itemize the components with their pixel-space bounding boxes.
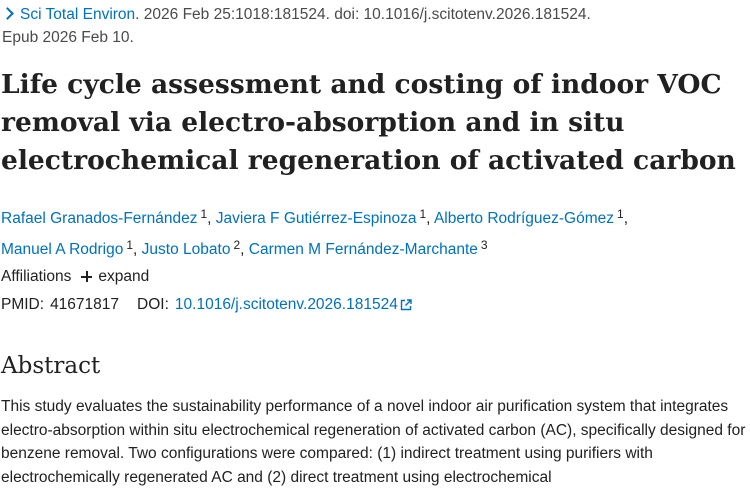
affiliation-number[interactable]: 3 xyxy=(480,238,488,252)
affiliation-number[interactable]: 1 xyxy=(200,207,208,221)
abstract-heading: Abstract xyxy=(1,353,101,379)
author-item: Javiera F Gutiérrez-Espinoza 1, xyxy=(215,207,434,227)
citation: Sci Total Environ. 2026 Feb 25:1018:1815… xyxy=(1,3,591,49)
citation-details: . 2026 Feb 25:1018:181524. doi: 10.1016/… xyxy=(135,6,591,23)
doi-value: 10.1016/j.scitotenv.2026.181524 xyxy=(174,296,398,313)
author-item: Carmen M Fernández-Marchante 3 xyxy=(248,238,488,258)
expand-label: expand xyxy=(98,268,150,285)
affiliation-number[interactable]: 1 xyxy=(617,207,624,221)
external-link-icon xyxy=(400,299,412,311)
identifiers-row: PMID: 41671817 DOI: 10.1016/j.scitotenv.202… xyxy=(1,293,412,316)
abstract-text: This study evaluates the sustainability … xyxy=(1,398,746,486)
affiliation-number[interactable]: 1 xyxy=(126,238,134,252)
affiliations-row: Affiliations expand xyxy=(1,265,149,288)
epub-date: Epub 2026 Feb 10. xyxy=(2,29,134,46)
author-item: Manuel A Rodrigo 1, xyxy=(1,238,142,258)
chevron-right-icon xyxy=(1,7,14,20)
author-link[interactable]: Carmen M Fernández-Marchante xyxy=(248,241,478,258)
author-link[interactable]: Justo Lobato xyxy=(141,241,231,258)
plus-icon xyxy=(81,271,93,282)
author-item: Rafael Granados-Fernández 1, xyxy=(1,207,216,227)
affiliations-label: Affiliations xyxy=(1,268,72,285)
author-link[interactable]: Alberto Rodríguez-Gómez xyxy=(433,210,614,227)
affiliation-number[interactable]: 2 xyxy=(233,238,241,252)
doi-link[interactable]: 10.1016/j.scitotenv.2026.181524 xyxy=(175,296,412,313)
expand-affiliations-button[interactable]: expand xyxy=(81,268,149,285)
doi-label: DOI: xyxy=(137,296,169,313)
citation-line: Sci Total Environ. 2026 Feb 25:1018:1815… xyxy=(1,3,591,26)
pmid-value: 41671817 xyxy=(50,296,120,313)
affiliation-number[interactable]: 1 xyxy=(419,207,427,221)
article-title: Life cycle assessment and costing of ind… xyxy=(1,69,736,176)
pmid-label: PMID: xyxy=(1,296,45,313)
authors-list: Rafael Granados-Fernández 1, Javiera F Gu… xyxy=(1,201,746,263)
author-item: Alberto Rodríguez-Gómez 1, xyxy=(433,207,628,227)
author-item: Justo Lobato 2, xyxy=(141,238,249,258)
author-link[interactable]: Javiera F Gutiérrez-Espinoza xyxy=(215,210,417,227)
author-link[interactable]: Rafael Granados-Fernández xyxy=(1,210,198,227)
author-link[interactable]: Manuel A Rodrigo xyxy=(1,241,124,258)
journal-link[interactable]: Sci Total Environ xyxy=(20,6,136,23)
